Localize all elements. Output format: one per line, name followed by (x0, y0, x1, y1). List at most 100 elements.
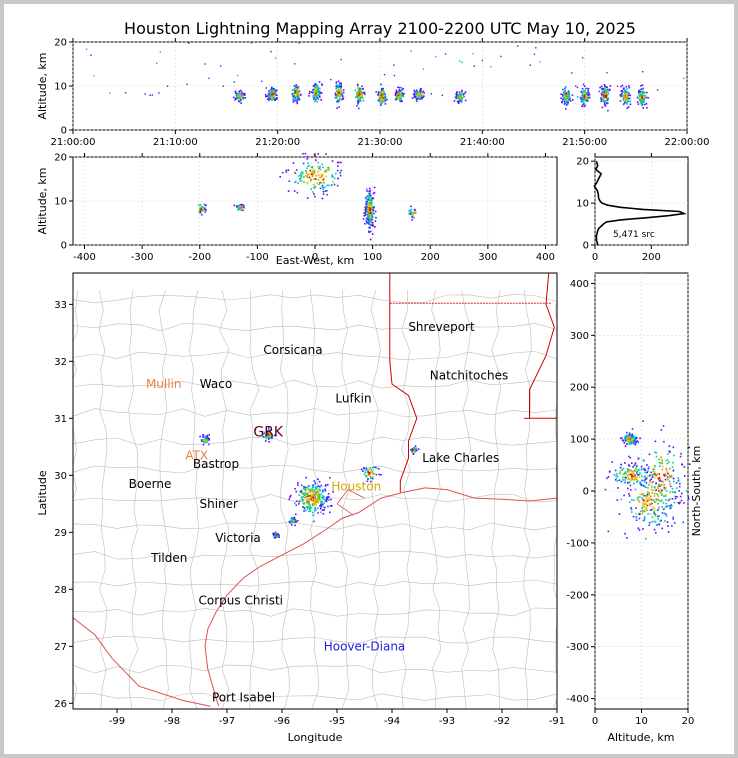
lightning-source (626, 435, 628, 438)
lightning-source (276, 535, 278, 538)
lightning-source (315, 502, 317, 504)
lightning-source (238, 94, 240, 96)
lightning-source (294, 63, 296, 65)
lightning-source (631, 470, 633, 472)
lightning-source (325, 170, 328, 173)
lightning-source (622, 476, 624, 479)
lightning-source (663, 495, 665, 498)
lightning-source (565, 108, 567, 110)
lightning-source (366, 211, 368, 213)
lightning-source (568, 91, 570, 94)
lightning-source (373, 191, 376, 194)
lightning-source (363, 212, 365, 214)
lightning-source (325, 500, 328, 503)
lightning-source (328, 168, 330, 170)
lightning-source (661, 506, 663, 508)
lightning-source (638, 529, 641, 531)
lightning-source (316, 88, 318, 91)
lightning-source (305, 492, 307, 495)
lightning-source (415, 98, 418, 100)
lightning-source (363, 91, 366, 94)
lightning-source (663, 488, 666, 490)
lightning-source (601, 93, 603, 96)
lightning-source (657, 495, 660, 497)
lightning-source (239, 97, 241, 99)
lightning-source (308, 164, 310, 167)
lightning-source (666, 462, 669, 465)
lightning-source (377, 99, 380, 102)
lightning-source (317, 499, 320, 502)
lightning-source (629, 435, 631, 438)
lightning-source (679, 495, 682, 498)
lightning-source (305, 496, 308, 498)
lightning-source (366, 480, 369, 482)
lightning-source (630, 475, 633, 477)
lightning-source (628, 465, 631, 467)
lightning-source (357, 101, 360, 104)
lightning-source (295, 84, 298, 86)
lightning-source (584, 93, 587, 95)
lightning-source (270, 433, 272, 435)
lightning-source (398, 93, 401, 96)
altitude-label: 0 (592, 716, 598, 727)
lightning-source (292, 99, 295, 101)
lightning-source (274, 99, 276, 101)
lightning-source (399, 90, 402, 92)
lightning-source (380, 104, 382, 106)
lightning-source (314, 502, 316, 504)
altitude-label: 10 (54, 82, 67, 93)
lightning-source (234, 91, 237, 93)
east-west-label: 0 (312, 252, 318, 263)
lightning-source (240, 209, 242, 211)
lightning-source (607, 109, 609, 112)
lightning-source (368, 230, 370, 233)
lightning-source (645, 486, 647, 489)
lightning-source (646, 471, 648, 474)
lightning-source (663, 474, 665, 476)
lightning-source (303, 486, 305, 488)
lightning-source (340, 95, 343, 97)
lightning-source (456, 91, 458, 93)
lightning-source (629, 103, 632, 106)
time-label: 21:10:00 (153, 137, 198, 148)
lightning-source (317, 94, 320, 96)
county-line (73, 579, 557, 588)
lightning-source (320, 511, 322, 514)
lightning-source (653, 476, 656, 479)
lightning-source (273, 534, 275, 536)
lightning-source (360, 100, 362, 102)
lightning-source (339, 94, 341, 96)
lightning-source (365, 207, 367, 210)
lightning-source (665, 467, 668, 470)
lightning-source (583, 96, 586, 99)
lightning-source (631, 442, 634, 444)
lightning-source (661, 493, 663, 495)
lightning-source (367, 216, 370, 218)
lightning-source (416, 100, 418, 102)
lightning-source (319, 169, 322, 171)
lightning-source (636, 440, 639, 442)
lightning-source (250, 42, 253, 44)
lightning-source (628, 470, 630, 472)
lightning-source (645, 494, 647, 497)
county-line (430, 290, 442, 709)
lightning-source (308, 503, 310, 505)
lightning-source (627, 464, 630, 466)
lightning-source (367, 214, 369, 217)
lightning-source (395, 90, 398, 93)
lightning-source (306, 175, 308, 177)
lightning-source (671, 505, 673, 507)
lightning-source (330, 78, 332, 81)
altitude-time-ylabel: Altitude, km (36, 52, 49, 119)
lightning-source (635, 507, 637, 509)
lightning-source (306, 158, 309, 160)
lightning-source (309, 508, 312, 510)
lightning-source (267, 430, 270, 432)
lightning-source (566, 99, 569, 101)
lightning-source (336, 85, 339, 87)
lightning-source (562, 95, 564, 97)
lightning-source (668, 474, 671, 477)
lightning-source (309, 496, 312, 499)
altitude-label: 20 (54, 153, 67, 164)
lightning-source (331, 160, 334, 162)
